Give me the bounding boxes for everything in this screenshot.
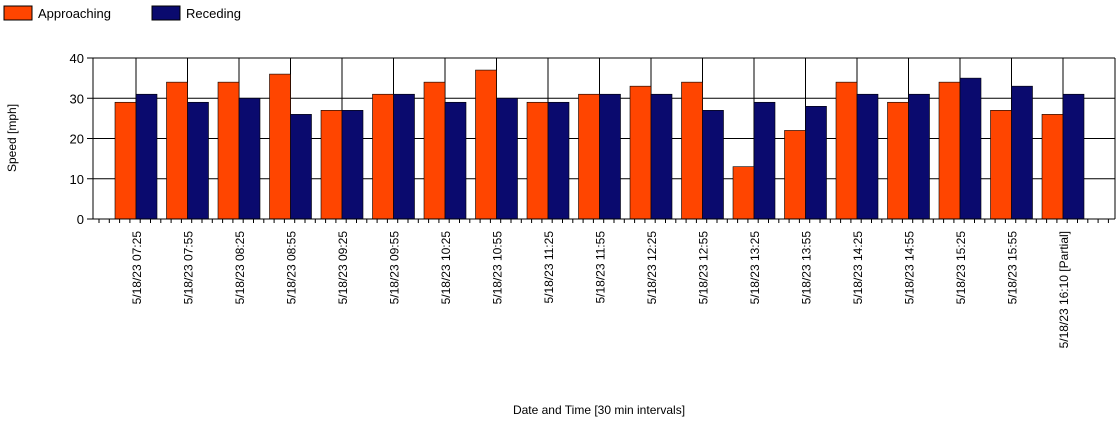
bar-approaching <box>423 81 446 220</box>
x-tick-label: 5/18/23 07:25 <box>130 231 144 305</box>
bar-approaching <box>269 73 291 220</box>
x-tick-label: 5/18/23 08:25 <box>233 231 247 305</box>
bar-receding <box>496 97 518 220</box>
x-tick-label: 5/18/23 09:55 <box>388 231 402 305</box>
bar-receding <box>702 110 724 220</box>
bar-receding <box>959 77 982 220</box>
bar-approaching <box>835 81 858 220</box>
bar-receding <box>1011 85 1033 220</box>
x-tick-label: 5/18/23 09:25 <box>336 231 350 305</box>
x-tick-label: 5/18/23 13:55 <box>800 231 814 305</box>
bar-approaching <box>629 85 652 220</box>
bar-approaching <box>166 81 188 220</box>
bar-approaching <box>320 110 343 220</box>
bar-receding <box>290 114 312 220</box>
bar-receding <box>856 93 879 220</box>
x-tick-label: 5/18/23 13:25 <box>748 231 762 305</box>
bar-receding <box>341 110 364 220</box>
bar-approaching <box>475 69 497 220</box>
bar-approaching <box>681 81 703 220</box>
bar-receding <box>547 101 570 220</box>
y-tick-label: 0 <box>77 212 84 227</box>
bar-approaching <box>784 130 806 220</box>
bar-approaching <box>1041 114 1064 220</box>
x-tick-label: 5/18/23 07:55 <box>182 231 196 305</box>
bar-receding <box>393 93 415 220</box>
legend-label-approaching: Approaching <box>38 6 111 21</box>
bar-receding <box>753 101 776 220</box>
legend-swatch-approaching <box>3 5 33 21</box>
x-tick-label: 5/18/23 15:25 <box>954 231 968 305</box>
x-tick-label: 5/18/23 14:55 <box>903 231 917 305</box>
bar-receding <box>444 101 467 220</box>
legend: Approaching Receding <box>3 5 241 21</box>
bar-approaching <box>526 101 549 220</box>
y-axis-label: Speed [mph] <box>5 104 19 172</box>
y-tick-label: 40 <box>70 51 84 66</box>
bar-receding <box>908 93 930 220</box>
bar-receding <box>599 93 621 220</box>
x-tick-label: 5/18/23 08:55 <box>285 231 299 305</box>
bar-receding <box>238 97 261 220</box>
x-tick-label: 5/18/23 12:55 <box>697 231 711 305</box>
bar-receding <box>1062 93 1085 220</box>
bar-approaching <box>217 81 240 220</box>
bar-receding <box>650 93 673 220</box>
x-axis-label: Date and Time [30 min intervals] <box>513 403 685 417</box>
x-tick-label: 5/18/23 10:55 <box>491 231 505 305</box>
bar-receding <box>805 106 827 220</box>
y-tick-label: 20 <box>70 132 84 147</box>
y-tick-label: 30 <box>70 91 84 106</box>
bar-approaching <box>114 101 137 220</box>
x-tick-label: 5/18/23 11:25 <box>542 231 556 304</box>
x-tick-label: 5/18/23 15:55 <box>1006 231 1020 305</box>
y-tick-label: 10 <box>70 172 84 187</box>
legend-swatch-receding <box>151 5 181 21</box>
bar-approaching <box>578 93 600 220</box>
bar-approaching <box>732 166 755 220</box>
bar-receding <box>187 101 209 220</box>
x-tick-label: 5/18/23 10:25 <box>439 231 453 305</box>
bar-approaching <box>372 93 394 220</box>
x-tick-label: 5/18/23 12:25 <box>645 231 659 305</box>
bar-approaching <box>938 81 961 220</box>
legend-label-receding: Receding <box>186 6 241 21</box>
plot-area: 0 10 20 30 40 5/18/23 07:25 5/18/23 07:55 5/18/… <box>70 51 1116 348</box>
x-tick-label: 5/18/23 16:10 [Partial] <box>1057 231 1071 348</box>
x-tick-label: 5/18/23 11:55 <box>594 231 608 304</box>
bar-approaching <box>887 101 909 220</box>
x-tick-label: 5/18/23 14:25 <box>851 231 865 305</box>
bar-approaching <box>990 110 1012 220</box>
bar-receding <box>135 93 158 220</box>
